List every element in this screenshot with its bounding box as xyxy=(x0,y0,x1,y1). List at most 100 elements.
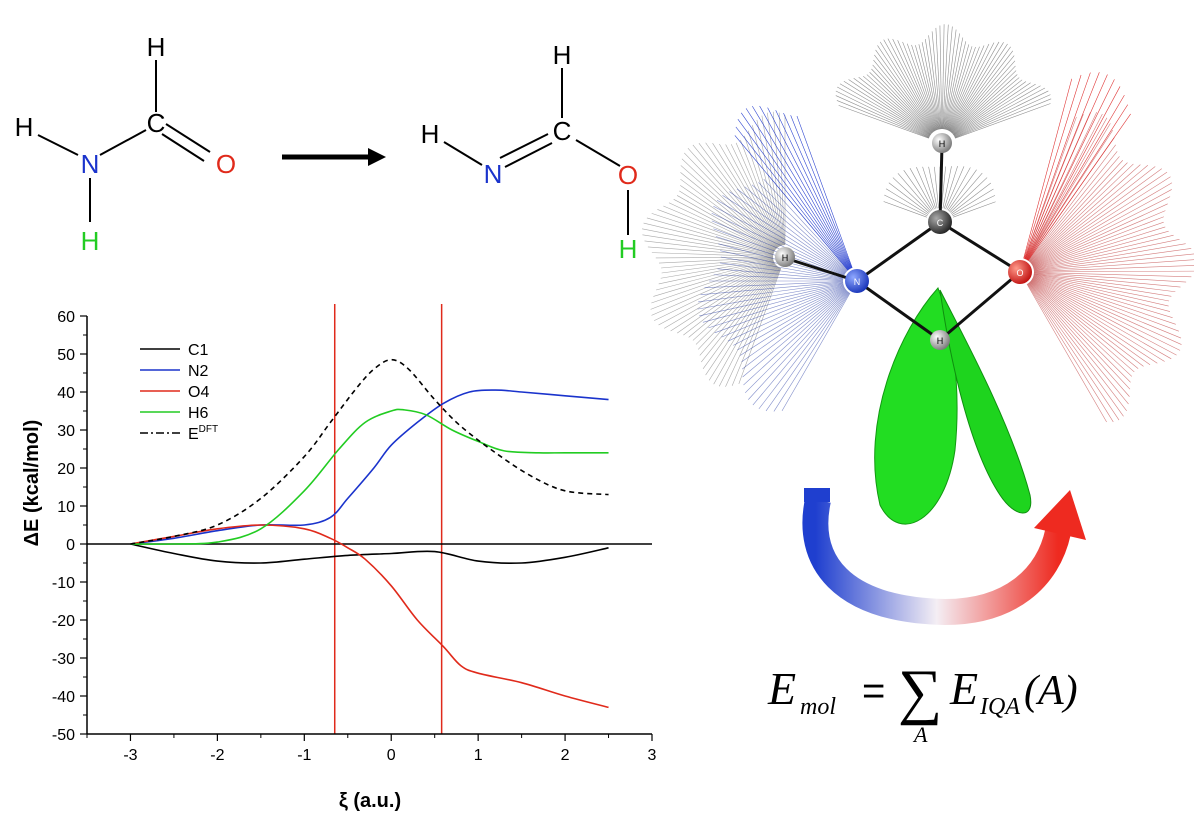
field-line xyxy=(721,286,845,338)
equation-e-mol: E xyxy=(767,663,796,714)
field-line xyxy=(1030,280,1139,369)
field-line xyxy=(658,259,774,285)
field-line xyxy=(708,284,844,329)
field-line xyxy=(698,143,779,248)
field-line xyxy=(773,292,850,412)
field-line xyxy=(680,178,776,251)
field-line xyxy=(664,262,775,329)
series-line-o4 xyxy=(130,524,609,709)
y-tick-label: 30 xyxy=(57,423,75,440)
field-line xyxy=(951,60,1016,133)
field-line xyxy=(935,27,942,130)
product-atom-c: C xyxy=(553,116,572,146)
field-line xyxy=(720,256,844,279)
field-line xyxy=(1024,116,1077,259)
field-line xyxy=(862,75,932,135)
field-line xyxy=(1033,238,1180,270)
field-line xyxy=(790,115,853,269)
field-line xyxy=(947,43,990,131)
field-line xyxy=(949,46,1011,132)
field-line xyxy=(948,42,995,131)
field-line xyxy=(950,182,992,214)
field-line xyxy=(838,105,929,139)
field-line xyxy=(903,170,933,211)
field-line xyxy=(705,266,779,376)
field-line xyxy=(660,258,774,279)
equation-sum: ∑ xyxy=(898,658,942,726)
field-line xyxy=(1033,248,1192,271)
x-tick-label: 1 xyxy=(474,747,483,764)
field-line xyxy=(1025,74,1108,260)
field-line xyxy=(950,50,1014,133)
field-line xyxy=(1033,230,1169,269)
equation-equals: = xyxy=(862,669,885,713)
field-line xyxy=(653,260,774,297)
field-line xyxy=(1033,226,1166,269)
field-line xyxy=(897,173,932,212)
field-line xyxy=(1032,277,1182,345)
field-line xyxy=(884,194,928,217)
field-line xyxy=(767,112,784,246)
field-line xyxy=(730,144,781,247)
field-line xyxy=(953,81,1027,135)
field-line xyxy=(953,85,1041,137)
field-line xyxy=(752,125,783,246)
field-line xyxy=(1027,104,1129,261)
equation-e-iqa: E xyxy=(949,663,978,714)
atom-o: O xyxy=(1008,260,1032,284)
field-line xyxy=(942,26,953,130)
product-atom-o: O xyxy=(618,160,638,190)
field-line xyxy=(1028,282,1129,405)
field-line xyxy=(651,213,774,254)
field-line xyxy=(1029,281,1131,383)
atom-h-migrating: H xyxy=(930,330,950,350)
field-line xyxy=(725,144,780,247)
reactant-atom-o: O xyxy=(216,149,236,179)
legend-label: C1 xyxy=(188,342,209,359)
field-line xyxy=(668,202,775,253)
field-line xyxy=(704,281,844,288)
field-line xyxy=(1032,189,1172,266)
field-line xyxy=(866,74,932,134)
svg-text:C: C xyxy=(937,218,944,228)
field-line xyxy=(1033,234,1174,270)
field-line xyxy=(734,135,849,271)
bonds xyxy=(784,144,1021,342)
field-line xyxy=(954,87,1046,137)
field-line xyxy=(756,119,783,246)
field-line xyxy=(1033,273,1172,297)
field-line xyxy=(946,46,976,130)
x-tick-label: -1 xyxy=(297,747,311,764)
field-line xyxy=(954,94,1051,138)
field-line xyxy=(1033,273,1176,293)
field-line xyxy=(741,288,846,363)
field-line xyxy=(700,281,844,295)
field-line xyxy=(906,43,938,130)
field-line xyxy=(758,182,848,272)
field-line xyxy=(654,261,775,321)
field-line xyxy=(1033,270,1194,273)
field-line xyxy=(951,188,994,215)
product-atom-h-top: H xyxy=(553,40,572,70)
field-line xyxy=(931,31,942,130)
field-line xyxy=(950,55,1015,133)
field-line xyxy=(848,79,931,136)
field-line xyxy=(775,110,852,269)
field-line xyxy=(943,33,960,130)
field-line xyxy=(751,184,847,272)
field-line xyxy=(943,165,958,209)
field-line xyxy=(681,158,777,249)
x-tick-label: 3 xyxy=(648,747,657,764)
field-line xyxy=(719,143,780,247)
field-line xyxy=(1029,162,1128,263)
series-line-c1 xyxy=(130,543,609,565)
equation-argument: (A) xyxy=(1024,668,1078,714)
field-line xyxy=(663,205,775,253)
y-tick-label: -40 xyxy=(52,689,75,706)
field-line xyxy=(1023,78,1073,259)
transition-markers xyxy=(333,304,443,734)
field-line xyxy=(955,103,1051,139)
field-line xyxy=(722,195,846,274)
field-line xyxy=(911,44,939,130)
field-line xyxy=(915,45,939,130)
